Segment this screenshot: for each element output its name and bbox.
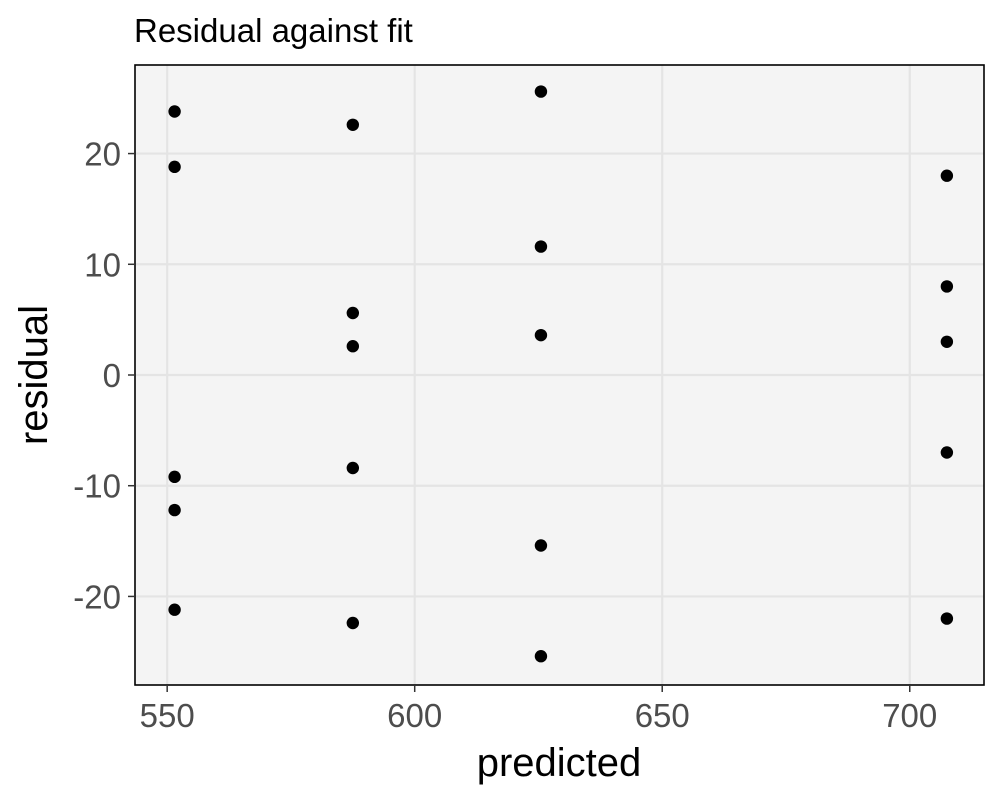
x-tick-label: 600	[387, 697, 442, 734]
data-point	[346, 616, 360, 630]
data-point	[168, 160, 181, 174]
data-point	[940, 335, 954, 348]
x-tick-label: 700	[882, 697, 937, 734]
x-tick-label: 550	[140, 697, 195, 734]
data-point	[940, 446, 954, 459]
data-point	[940, 612, 954, 625]
y-tick-label: 0	[103, 357, 121, 394]
x-axis-title: predicted	[477, 741, 642, 785]
x-axis-ticks: 550 600 650 700	[140, 685, 937, 734]
y-axis-ticks: -20 -10 0 10 20	[73, 136, 135, 615]
gridlines	[135, 65, 984, 685]
y-tick-label: -20	[73, 578, 121, 615]
data-point	[940, 280, 954, 293]
data-point	[168, 603, 181, 616]
data-point	[346, 118, 360, 131]
data-point	[534, 240, 548, 253]
y-tick-label: 10	[84, 246, 121, 283]
data-point	[346, 340, 360, 353]
data-point	[940, 169, 954, 182]
data-point	[168, 503, 181, 517]
data-point	[534, 539, 548, 552]
x-tick-label: 650	[635, 697, 690, 734]
y-tick-label: -10	[73, 468, 121, 505]
data-point	[534, 650, 548, 663]
data-point	[346, 461, 360, 475]
data-points	[168, 85, 954, 663]
data-point	[534, 328, 548, 342]
y-axis-title: residual	[12, 305, 56, 445]
data-point	[346, 306, 360, 320]
data-point	[534, 85, 548, 98]
chart-title: Residual against fit	[134, 12, 413, 49]
y-tick-label: 20	[84, 136, 121, 173]
data-point	[168, 105, 181, 118]
data-point	[168, 470, 181, 484]
